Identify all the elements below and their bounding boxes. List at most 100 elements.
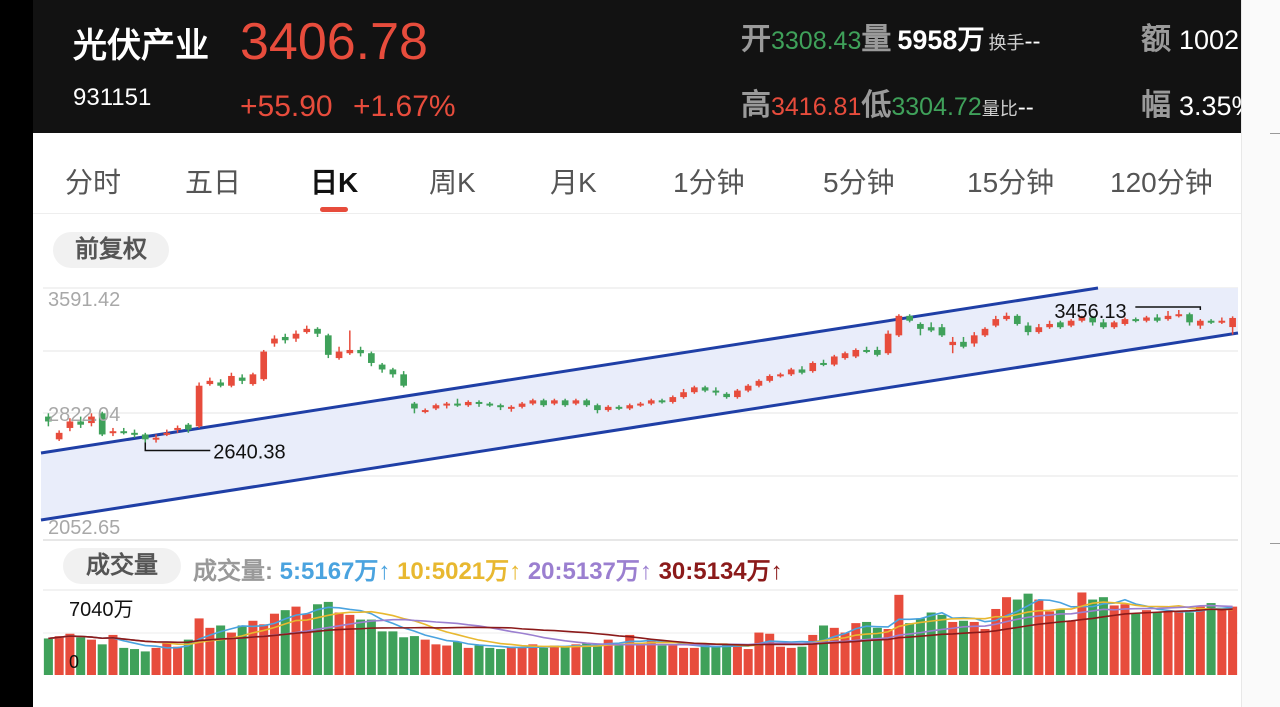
- period-tabs: 分时 五日 日K 周K 月K 1分钟 5分钟 15分钟 120分钟: [33, 147, 1241, 214]
- candle-body: [88, 416, 95, 424]
- candle-body: [787, 369, 795, 375]
- candle-body: [346, 349, 354, 354]
- candle-body: [949, 341, 957, 346]
- volume-indicator-button[interactable]: 成交量: [63, 548, 181, 584]
- volume-bar: [851, 623, 861, 675]
- candle-body: [604, 406, 612, 411]
- volume-bar: [528, 644, 538, 675]
- candle-body: [368, 353, 375, 363]
- price-change-pct: +1.67%: [353, 90, 456, 123]
- candle-body: [152, 437, 160, 440]
- candle-body: [1100, 322, 1107, 328]
- volume-bar: [377, 631, 387, 675]
- candle-body: [389, 369, 397, 375]
- volume-bar: [43, 638, 53, 675]
- candle-body: [874, 349, 881, 355]
- candle-body: [981, 328, 989, 336]
- candle-body: [314, 328, 321, 334]
- candle-body: [1218, 320, 1226, 323]
- candle-body: [647, 400, 655, 404]
- candle-body: [1207, 320, 1215, 323]
- volume-bar: [1217, 607, 1227, 675]
- volume-bar: [1077, 592, 1087, 675]
- candle-body: [378, 364, 386, 370]
- volume-bar: [119, 647, 129, 675]
- volume-bar: [65, 633, 75, 675]
- candle-body: [77, 421, 85, 425]
- tab-120min[interactable]: 120分钟: [1110, 167, 1213, 198]
- candle-body: [357, 349, 364, 354]
- volume-bar: [592, 644, 602, 675]
- volume-bar: [1195, 606, 1205, 675]
- volume-bar: [151, 647, 161, 675]
- tab-5min[interactable]: 5分钟: [823, 167, 895, 198]
- candle-body: [260, 351, 268, 380]
- ma10-value: 10:5021万↑: [397, 558, 522, 585]
- candle-body: [1143, 317, 1150, 321]
- volume-bar: [162, 643, 172, 675]
- candle-body: [551, 400, 558, 404]
- candle-body: [432, 405, 440, 409]
- tab-1min[interactable]: 1分钟: [673, 167, 745, 198]
- volume-bar: [1023, 593, 1033, 675]
- ma10-line: [48, 601, 1233, 648]
- candle-body: [594, 405, 601, 411]
- volume-bar: [765, 633, 775, 675]
- volume-bar: [571, 644, 581, 675]
- y-tick-label: 2822.04: [48, 404, 120, 426]
- volume-bar: [786, 647, 796, 675]
- volume-bar: [97, 644, 107, 675]
- candle-body: [626, 405, 634, 409]
- volume-bar: [1228, 606, 1238, 675]
- tab-monthly-k[interactable]: 月K: [550, 167, 597, 198]
- volume-bar: [463, 647, 473, 675]
- last-price: 3406.78: [240, 13, 428, 71]
- tab-daily-k[interactable]: 日K: [310, 167, 359, 198]
- volume-bar: [334, 612, 344, 675]
- volume-bar: [808, 634, 818, 675]
- candle-body: [572, 400, 580, 404]
- candle-body: [324, 335, 332, 355]
- candle-body: [884, 333, 892, 354]
- candle-body: [163, 432, 171, 435]
- right-edge: [1241, 0, 1280, 707]
- volume-axis-labels: 7040万 0: [69, 599, 134, 672]
- volume-label: 量: [861, 23, 892, 56]
- volume-bar: [722, 644, 732, 675]
- ma20-value: 20:5137万↑: [527, 558, 652, 585]
- index-name: 光伏产业: [73, 27, 209, 65]
- volume-bar: [926, 612, 936, 675]
- volume-bar: [248, 620, 258, 675]
- candle-body: [637, 403, 644, 406]
- candle-body: [443, 403, 451, 406]
- volume-bar: [474, 645, 484, 675]
- volume-bar: [76, 637, 86, 675]
- open-stat: 开3308.43量 5958万 换手--: [741, 14, 1040, 58]
- candle-body: [1164, 315, 1172, 320]
- volume-bar: [937, 614, 947, 675]
- volume-bar: [883, 629, 893, 675]
- volume-bar: [991, 608, 1001, 675]
- candle-body: [475, 401, 483, 404]
- low-label: 低: [861, 89, 892, 122]
- candle-body: [1024, 325, 1032, 333]
- volume-bar: [388, 631, 398, 675]
- low-annotation: 2640.38: [213, 442, 285, 464]
- candle-body: [174, 427, 181, 430]
- candle-body: [98, 413, 106, 435]
- high-marker-line: [1135, 306, 1202, 310]
- tab-five-day[interactable]: 五日: [185, 167, 242, 198]
- y-tick-label: 3591.42: [48, 289, 120, 311]
- volume-bar: [259, 624, 269, 675]
- candle-body: [744, 385, 752, 391]
- candle-body: [841, 353, 849, 359]
- candle-body: [271, 338, 278, 344]
- tab-15min[interactable]: 15分钟: [967, 167, 1055, 198]
- candle-body: [206, 380, 214, 385]
- candle-body: [464, 401, 472, 406]
- tab-weekly-k[interactable]: 周K: [429, 167, 476, 198]
- low-marker-line: [144, 442, 211, 452]
- volume-bars: [43, 592, 1238, 675]
- tab-intraday[interactable]: 分时: [65, 167, 122, 198]
- adjust-button[interactable]: 前复权: [53, 232, 169, 268]
